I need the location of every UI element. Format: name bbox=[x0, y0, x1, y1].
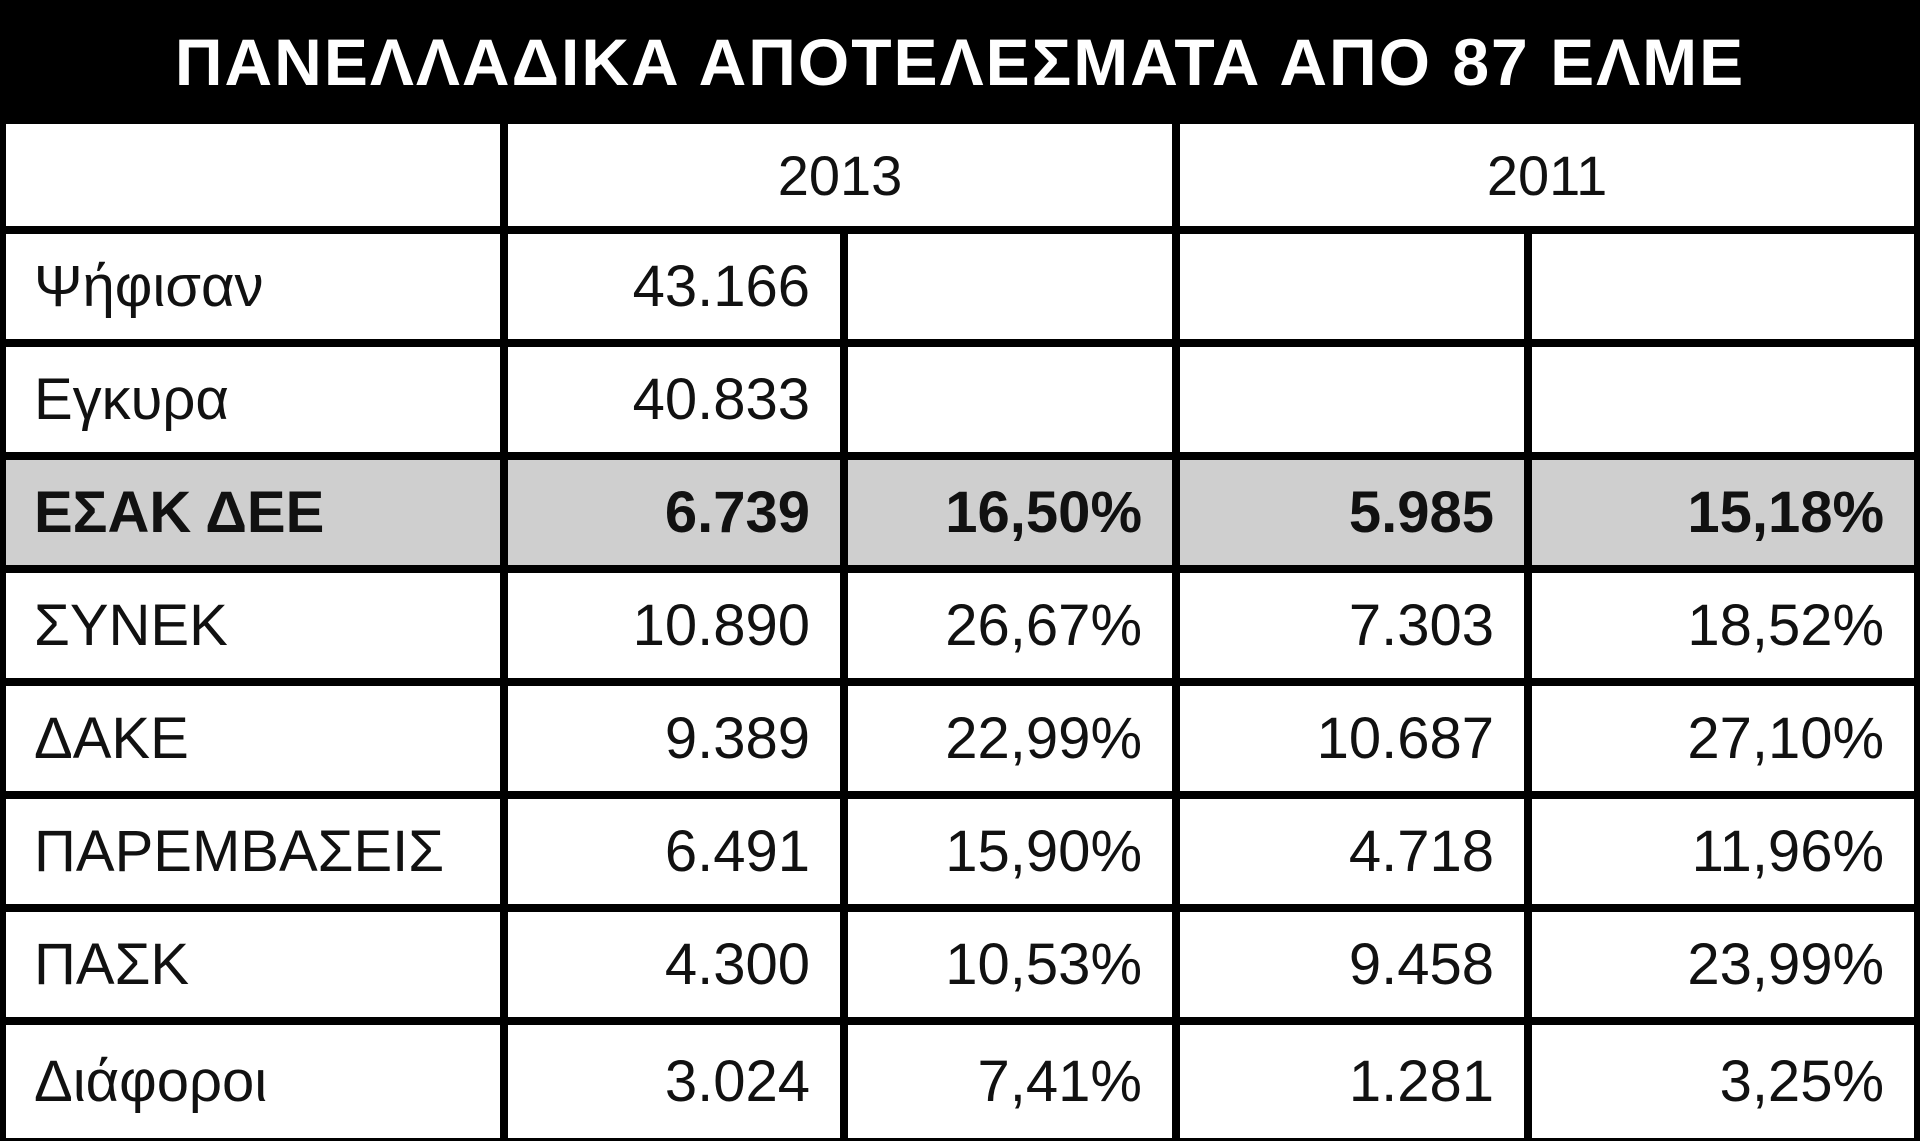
percent-2011: 27,10% bbox=[1532, 686, 1915, 799]
results-table: 2013 2011 Ψήφισαν 43.166 Εγκυρα 40.833 Ε… bbox=[6, 124, 1915, 1138]
table-row: ΣΥΝΕΚ 10.890 26,67% 7.303 18,52% bbox=[6, 573, 1915, 686]
votes-2011: 1.281 bbox=[1180, 1025, 1533, 1138]
votes-2011: 9.458 bbox=[1180, 912, 1533, 1025]
votes-2013: 6.491 bbox=[508, 799, 848, 912]
row-label: ΠΑΣΚ bbox=[6, 912, 508, 1025]
table-row: ΕΣΑΚ ΔΕΕ 6.739 16,50% 5.985 15,18% bbox=[6, 460, 1915, 573]
table-row: Ψήφισαν 43.166 bbox=[6, 234, 1915, 347]
row-label: ΔΑΚΕ bbox=[6, 686, 508, 799]
table-row: ΠΑΡΕΜΒΑΣΕΙΣ 6.491 15,90% 4.718 11,96% bbox=[6, 799, 1915, 912]
percent-2011: 18,52% bbox=[1532, 573, 1915, 686]
row-label: ΠΑΡΕΜΒΑΣΕΙΣ bbox=[6, 799, 508, 912]
percent-2013: 10,53% bbox=[848, 912, 1181, 1025]
percent-2011: 23,99% bbox=[1532, 912, 1915, 1025]
votes-2013: 9.389 bbox=[508, 686, 848, 799]
percent-2011 bbox=[1532, 234, 1915, 347]
row-label: ΕΣΑΚ ΔΕΕ bbox=[6, 460, 508, 573]
percent-2013: 7,41% bbox=[848, 1025, 1181, 1138]
percent-2011 bbox=[1532, 347, 1915, 460]
row-label: Εγκυρα bbox=[6, 347, 508, 460]
votes-2011: 10.687 bbox=[1180, 686, 1533, 799]
votes-2013: 4.300 bbox=[508, 912, 848, 1025]
table-row: Εγκυρα 40.833 bbox=[6, 347, 1915, 460]
table-row: Διάφοροι 3.024 7,41% 1.281 3,25% bbox=[6, 1025, 1915, 1138]
votes-2011 bbox=[1180, 347, 1533, 460]
percent-2013 bbox=[848, 347, 1181, 460]
percent-2013: 22,99% bbox=[848, 686, 1181, 799]
percent-2011: 15,18% bbox=[1532, 460, 1915, 573]
table-row: ΠΑΣΚ 4.300 10,53% 9.458 23,99% bbox=[6, 912, 1915, 1025]
votes-2013: 3.024 bbox=[508, 1025, 848, 1138]
votes-2011: 4.718 bbox=[1180, 799, 1533, 912]
votes-2011 bbox=[1180, 234, 1533, 347]
row-label: ΣΥΝΕΚ bbox=[6, 573, 508, 686]
year-header-2013: 2013 bbox=[508, 124, 1181, 234]
votes-2013: 10.890 bbox=[508, 573, 848, 686]
table-row: ΔΑΚΕ 9.389 22,99% 10.687 27,10% bbox=[6, 686, 1915, 799]
percent-2013 bbox=[848, 234, 1181, 347]
percent-2011: 3,25% bbox=[1532, 1025, 1915, 1138]
header-row: 2013 2011 bbox=[6, 124, 1915, 234]
year-header-2011: 2011 bbox=[1180, 124, 1915, 234]
percent-2013: 16,50% bbox=[848, 460, 1181, 573]
votes-2013: 40.833 bbox=[508, 347, 848, 460]
percent-2011: 11,96% bbox=[1532, 799, 1915, 912]
table-title: ΠΑΝΕΛΛΑΔΙΚΑ ΑΠΟΤΕΛΕΣΜΑΤΑ ΑΠΟ 87 ΕΛΜΕ bbox=[174, 25, 1746, 99]
percent-2013: 26,67% bbox=[848, 573, 1181, 686]
votes-2011: 5.985 bbox=[1180, 460, 1533, 573]
votes-2013: 6.739 bbox=[508, 460, 848, 573]
header-empty-cell bbox=[6, 124, 508, 234]
percent-2013: 15,90% bbox=[848, 799, 1181, 912]
row-label: Διάφοροι bbox=[6, 1025, 508, 1138]
votes-2013: 43.166 bbox=[508, 234, 848, 347]
row-label: Ψήφισαν bbox=[6, 234, 508, 347]
votes-2011: 7.303 bbox=[1180, 573, 1533, 686]
